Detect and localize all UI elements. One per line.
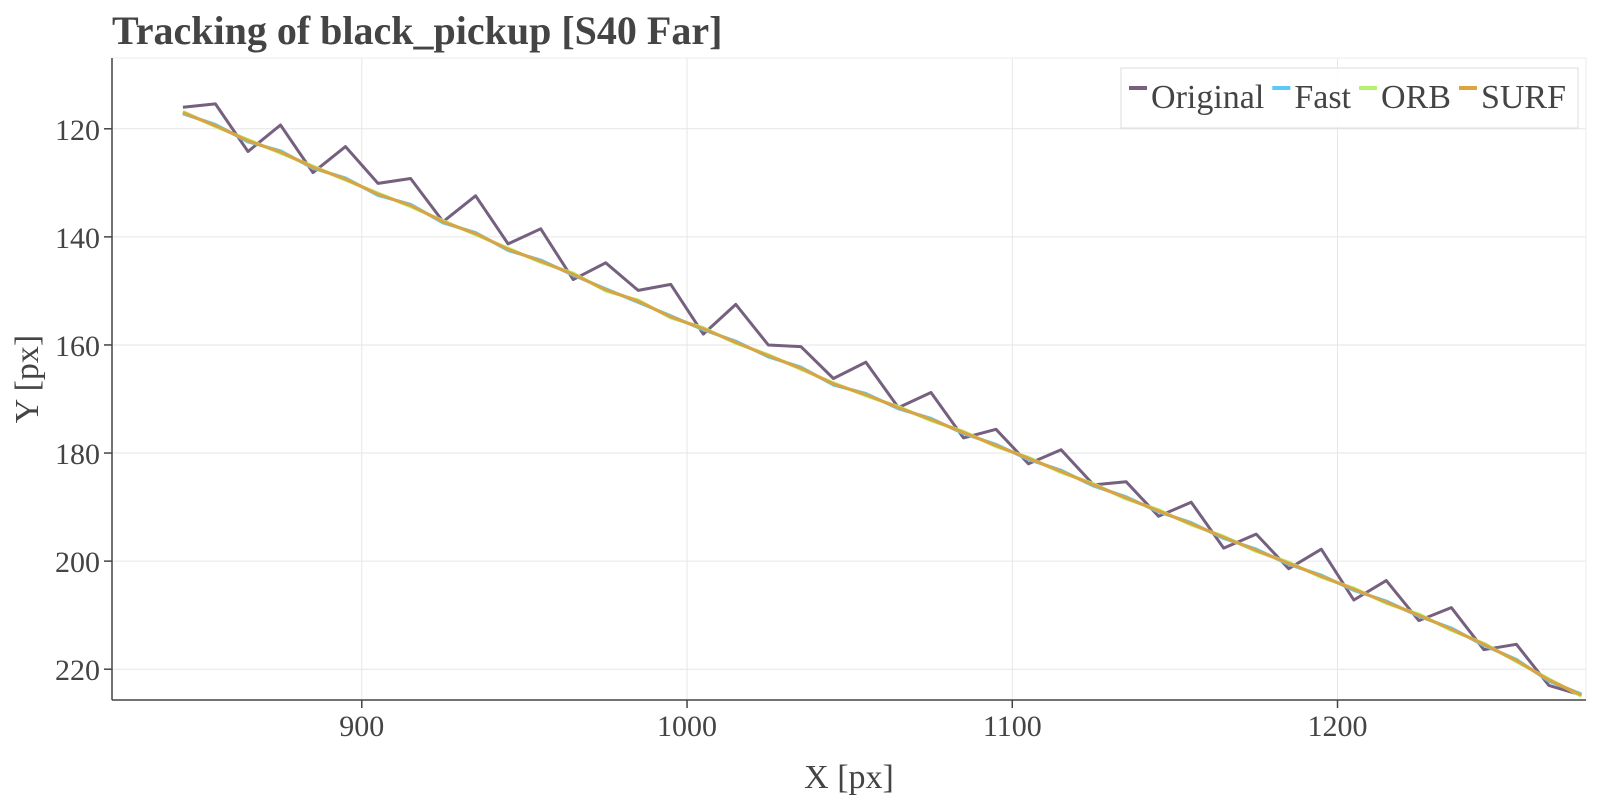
plot-frame	[111, 57, 1587, 701]
y-tick-label: 220	[55, 654, 100, 687]
x-tick-label: 900	[339, 710, 384, 743]
y-tick-label: 120	[55, 114, 100, 147]
legend-label: ORB	[1381, 79, 1451, 116]
y-tick-label: 140	[55, 222, 100, 255]
x-tick-label: 1100	[983, 710, 1042, 743]
y-tick-label: 180	[55, 438, 100, 471]
series-line	[182, 102, 1582, 697]
legend: Original Fast ORB SURF	[1120, 67, 1579, 129]
chart-title: Tracking of black_pickup [S40 Far]	[112, 8, 722, 53]
y-tick-label: 200	[55, 546, 100, 579]
series-line	[182, 111, 1583, 697]
legend-label: Original	[1151, 79, 1264, 116]
legend-label: SURF	[1481, 79, 1566, 116]
x-tick-label: 1200	[1308, 710, 1368, 743]
x-tick-label: 1000	[657, 710, 717, 743]
legend-box	[1120, 67, 1579, 129]
x-axis-label: X [px]	[804, 759, 894, 796]
legend-label: Fast	[1294, 79, 1351, 116]
y-tick-label: 160	[55, 330, 100, 363]
y-axis-label: Y [px]	[9, 335, 46, 423]
